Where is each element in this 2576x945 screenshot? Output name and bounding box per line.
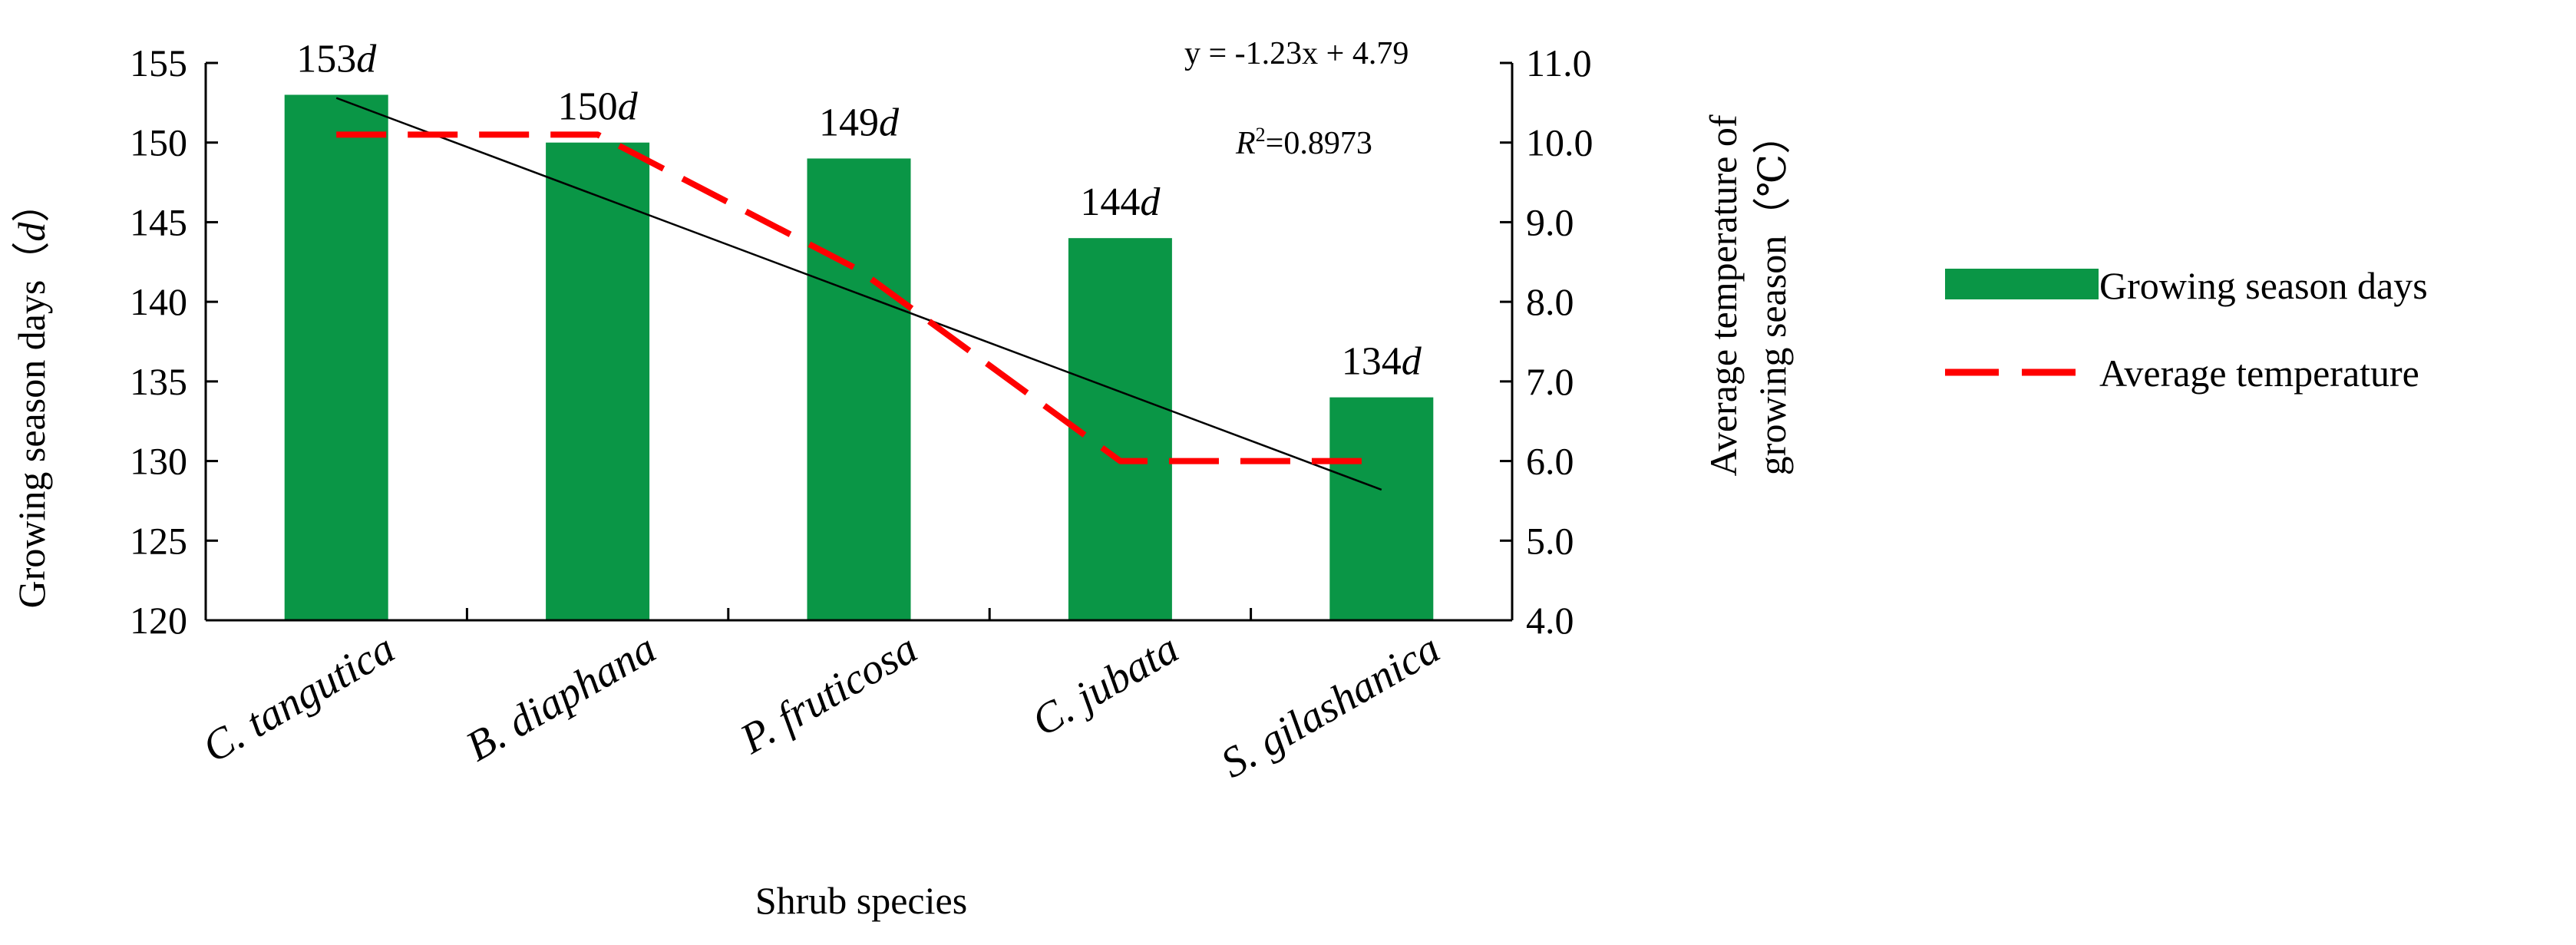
legend-bar-swatch (1945, 269, 2099, 299)
x-tick-label-2: B. diaphana (458, 625, 664, 772)
trendline (335, 97, 1382, 491)
right-tick-label-7.0: 7.0 (1526, 360, 1574, 403)
bar-5 (1329, 397, 1434, 620)
trendline-r2: R2=0.8973 (1235, 124, 1372, 161)
right-tick-label-9.0: 9.0 (1526, 200, 1574, 243)
right-tick-label-11.0: 11.0 (1526, 41, 1592, 84)
left-tick-label-130: 130 (130, 440, 187, 483)
bar-4 (1068, 238, 1172, 620)
left-tick-label-120: 120 (130, 599, 187, 642)
temperature-line (336, 131, 1382, 464)
x-axis-title: Shrub species (755, 879, 967, 922)
left-tick-label-155: 155 (130, 41, 187, 84)
bar-value-label-2: 150d (558, 85, 639, 129)
left-tick-label-145: 145 (130, 200, 187, 243)
bar-2 (546, 142, 650, 620)
right-axis-title-line2: growing season（℃） (1751, 116, 1794, 475)
right-tick-label-6.0: 6.0 (1526, 440, 1574, 483)
right-tick-label-4.0: 4.0 (1526, 599, 1574, 642)
left-tick-label-135: 135 (130, 360, 187, 403)
legend-bar-label: Growing season days (2099, 264, 2428, 307)
right-tick-label-10.0: 10.0 (1526, 121, 1593, 164)
right-axis-title-line1: Average temperature of (1702, 114, 1745, 476)
right-tick-label-5.0: 5.0 (1526, 519, 1574, 562)
x-tick-label-4: C. jubata (1024, 625, 1187, 746)
x-tick-label-1: C. tangutica (195, 625, 403, 772)
legend: Growing season days Average temperature (1945, 264, 2428, 395)
legend-line-label: Average temperature (2099, 352, 2419, 395)
bar-1 (284, 94, 388, 620)
left-tick-label-140: 140 (130, 280, 187, 323)
left-tick-label-125: 125 (130, 519, 187, 562)
bar-value-label-5: 134d (1342, 340, 1422, 384)
left-axis-title: Growing season days（d） (10, 184, 53, 609)
plot-area: 153d 150d 149d 144d 134d (284, 37, 1434, 620)
trendline-equation: y = -1.23x + 4.79 (1184, 36, 1409, 71)
bar-3 (807, 158, 911, 620)
right-tick-label-8.0: 8.0 (1526, 280, 1574, 323)
x-tick-label-5: S. gilashanica (1213, 625, 1448, 788)
left-tick-label-150: 150 (130, 121, 187, 164)
x-tick-label-3: P. fruticosa (732, 625, 926, 764)
bar-value-label-4: 144d (1080, 180, 1161, 224)
bar-value-label-3: 149d (819, 101, 900, 144)
bar-value-label-1: 153d (296, 37, 377, 81)
